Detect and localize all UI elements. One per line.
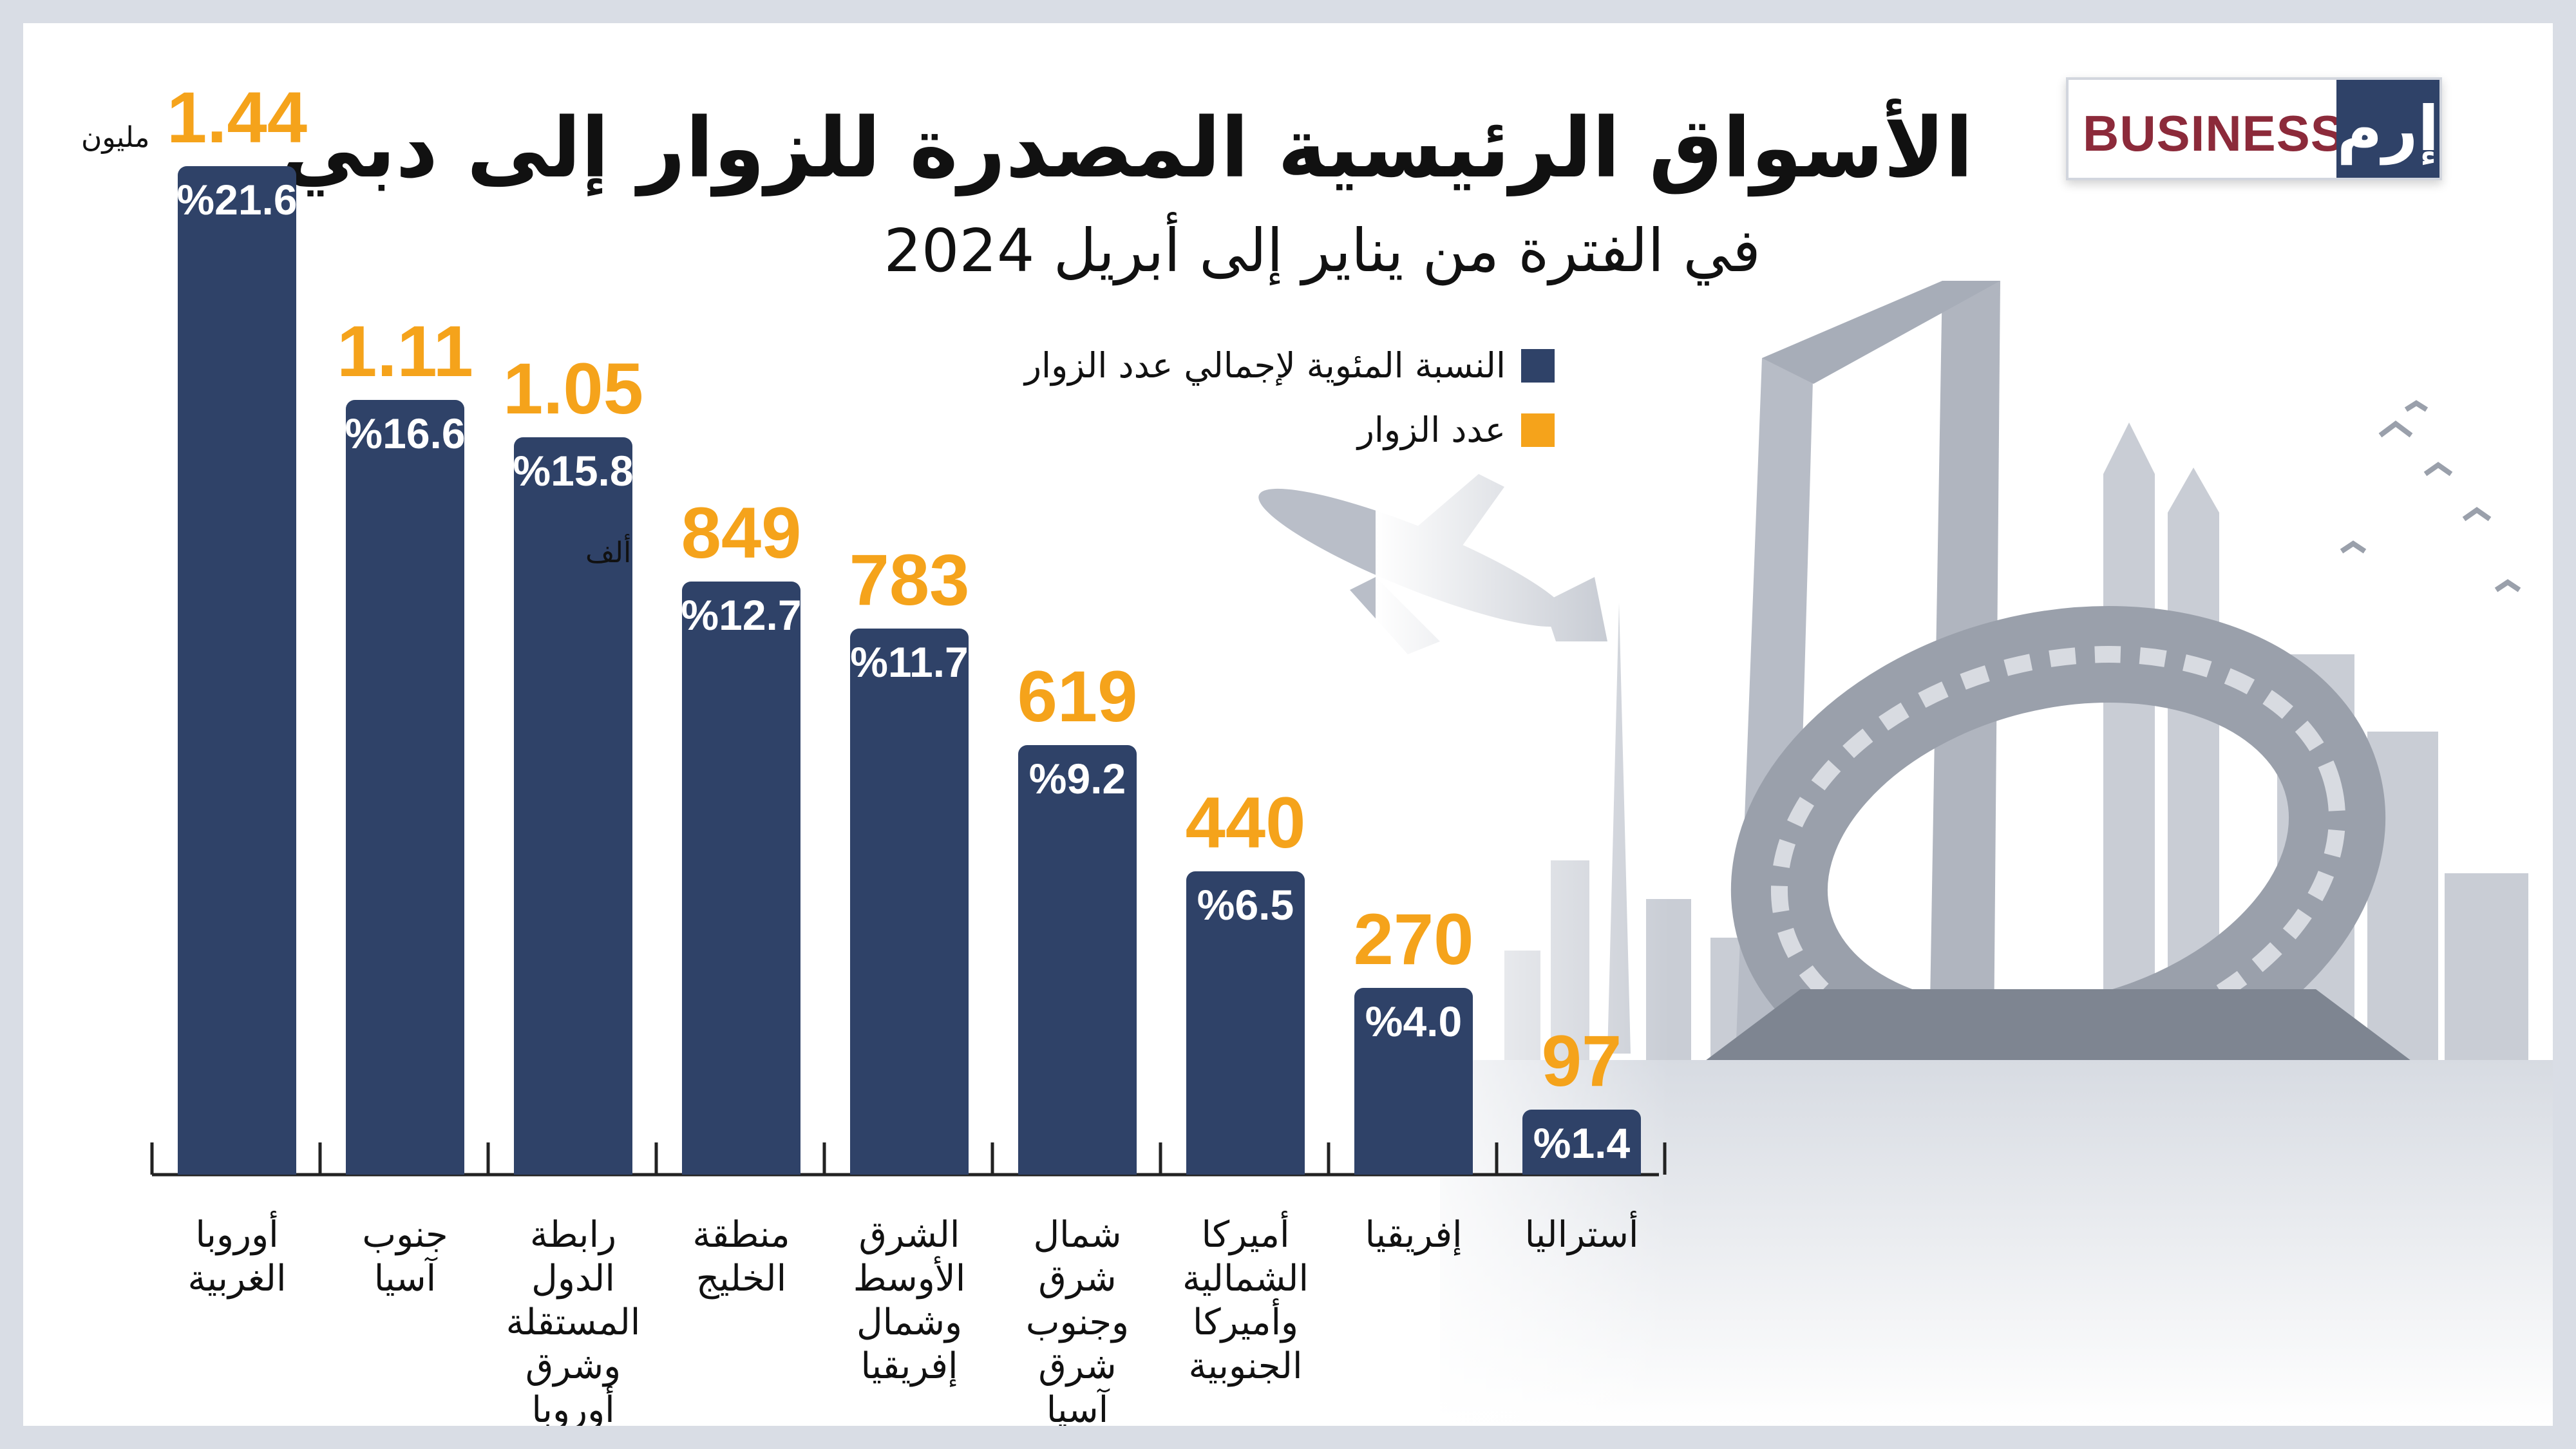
visitor-count-label: 1.11 — [337, 310, 473, 392]
legend-label-visitors: عدد الزوار — [1357, 410, 1506, 450]
category-label: أستراليا — [1524, 1214, 1639, 1256]
dubai-skyline-illustration — [1258, 268, 2553, 1426]
brand-logo-mark: إرم — [2336, 80, 2439, 178]
visitor-count-label: 440 — [1185, 782, 1306, 863]
category-label: أوروبا الغربية — [187, 1214, 287, 1300]
legend-item-percentage: النسبة المئوية لإجمالي عدد الزوار — [1025, 345, 1555, 386]
bar-percentage-label: %9.2 — [1028, 755, 1126, 802]
bar-9 — [1522, 1109, 1641, 1175]
chart-subtitle: في الفترة من يناير إلى أبريل 2024 — [884, 216, 1761, 285]
x-axis — [150, 1142, 1667, 1177]
legend-label-percentage: النسبة المئوية لإجمالي عدد الزوار — [1024, 345, 1506, 386]
bar-5 — [850, 628, 969, 1175]
legend-swatch-orange — [1521, 413, 1555, 447]
bar-percentage-label: %11.7 — [850, 638, 969, 686]
bar-percentage-label: %21.6 — [176, 176, 298, 223]
category-label: أميركا الشمالية وأميركا الجنوبية — [1182, 1214, 1309, 1387]
visitor-count-label: 619 — [1017, 656, 1138, 737]
visitor-count-label: 1.05 — [503, 348, 643, 429]
bar-percentage-label: %6.5 — [1197, 880, 1294, 929]
visitor-count-label: 849 — [681, 493, 802, 574]
bar-8 — [1354, 988, 1473, 1175]
chart-title: الأسواق الرئيسية المصدرة للزوار إلى دبي — [281, 100, 1973, 196]
infographic-card: الأسواق الرئيسية المصدرة للزوار إلى دبي … — [23, 23, 2553, 1426]
bar-percentage-label: %4.0 — [1365, 998, 1463, 1045]
visitor-count-label: 270 — [1353, 899, 1474, 980]
category-label: الشرق الأوسط وشمال إفريقيا — [853, 1214, 966, 1387]
legend-item-visitors: عدد الزوار — [1358, 410, 1555, 450]
bar-7 — [1186, 871, 1305, 1175]
legend-swatch-navy — [1521, 348, 1555, 383]
category-label: شمال شرق وجنوب شرق آسيا — [1025, 1214, 1130, 1426]
bar-1 — [178, 166, 296, 1175]
category-label: جنوب آسيا — [362, 1214, 448, 1300]
bar-2 — [346, 399, 464, 1175]
bar-6 — [1018, 745, 1137, 1175]
bar-4 — [682, 582, 800, 1175]
category-label: منطقة الخليج — [692, 1214, 790, 1300]
bar-percentage-label: %12.7 — [681, 591, 802, 639]
bar-3 — [514, 437, 632, 1175]
brand-logo: BUSINESS إرم — [2066, 77, 2442, 180]
visitor-count-label: 783 — [849, 539, 970, 620]
category-label: رابطة الدول المستقلة وشرق أوروبا — [506, 1214, 641, 1426]
bar-percentage-label: %16.6 — [345, 409, 466, 457]
bar-percentage-label: %15.8 — [513, 446, 634, 495]
visitor-count-label: 1.44 — [167, 77, 307, 158]
unit-label-thousands: ألف — [585, 536, 632, 570]
category-label: إفريقيا — [1365, 1214, 1463, 1256]
brand-logo-text: BUSINESS — [2083, 105, 2345, 162]
bar-percentage-label: %1.4 — [1533, 1119, 1631, 1167]
visitor-count-label: 97 — [1541, 1020, 1622, 1101]
unit-label-millions: مليون — [81, 121, 150, 154]
